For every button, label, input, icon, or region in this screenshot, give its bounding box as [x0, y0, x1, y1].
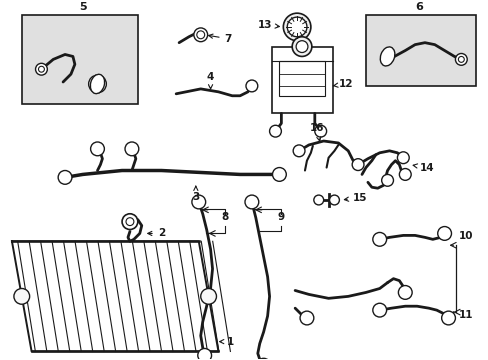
Polygon shape [12, 241, 218, 351]
Circle shape [398, 285, 411, 299]
Text: 16: 16 [309, 123, 324, 141]
Circle shape [197, 348, 211, 360]
Ellipse shape [380, 47, 394, 66]
Circle shape [437, 226, 450, 240]
Circle shape [293, 145, 305, 157]
Circle shape [58, 171, 72, 184]
Text: 10: 10 [457, 231, 472, 241]
Circle shape [314, 125, 326, 137]
Text: 9: 9 [277, 212, 285, 222]
Circle shape [329, 195, 339, 205]
Circle shape [14, 288, 30, 304]
Text: 2: 2 [147, 229, 164, 238]
Circle shape [39, 66, 44, 72]
Text: 5: 5 [79, 2, 86, 12]
Text: 6: 6 [414, 2, 422, 12]
Circle shape [272, 167, 285, 181]
Text: 12: 12 [333, 79, 353, 89]
Text: 4: 4 [206, 72, 214, 89]
Circle shape [283, 13, 310, 41]
Circle shape [286, 17, 306, 37]
Circle shape [196, 31, 204, 39]
Circle shape [201, 288, 216, 304]
Text: 14: 14 [412, 163, 433, 172]
Text: 7: 7 [208, 34, 231, 44]
Circle shape [296, 41, 307, 53]
Ellipse shape [90, 74, 104, 94]
Text: 15: 15 [344, 193, 366, 203]
Circle shape [313, 195, 323, 205]
Circle shape [36, 63, 47, 75]
Bar [271, 46, 332, 113]
Text: 8: 8 [221, 212, 228, 222]
Bar [365, 15, 475, 86]
Circle shape [292, 37, 311, 57]
Circle shape [372, 233, 386, 246]
Circle shape [125, 142, 139, 156]
Circle shape [441, 311, 454, 325]
Circle shape [457, 57, 463, 62]
Circle shape [399, 168, 410, 180]
Circle shape [256, 358, 270, 360]
Text: 3: 3 [192, 186, 199, 202]
Circle shape [122, 214, 138, 230]
Circle shape [191, 195, 205, 209]
Text: 11: 11 [457, 310, 472, 320]
Bar [22, 15, 138, 104]
Circle shape [351, 159, 363, 171]
Circle shape [372, 303, 386, 317]
Circle shape [397, 152, 408, 164]
Text: 13: 13 [257, 20, 279, 30]
Bar [279, 61, 324, 96]
Circle shape [88, 75, 106, 93]
Circle shape [245, 80, 257, 92]
Circle shape [381, 175, 393, 186]
Text: 1: 1 [219, 337, 233, 347]
Circle shape [193, 28, 207, 42]
Circle shape [244, 195, 258, 209]
Circle shape [126, 218, 134, 226]
Circle shape [300, 311, 313, 325]
Circle shape [90, 142, 104, 156]
Circle shape [454, 54, 466, 65]
Circle shape [269, 125, 281, 137]
